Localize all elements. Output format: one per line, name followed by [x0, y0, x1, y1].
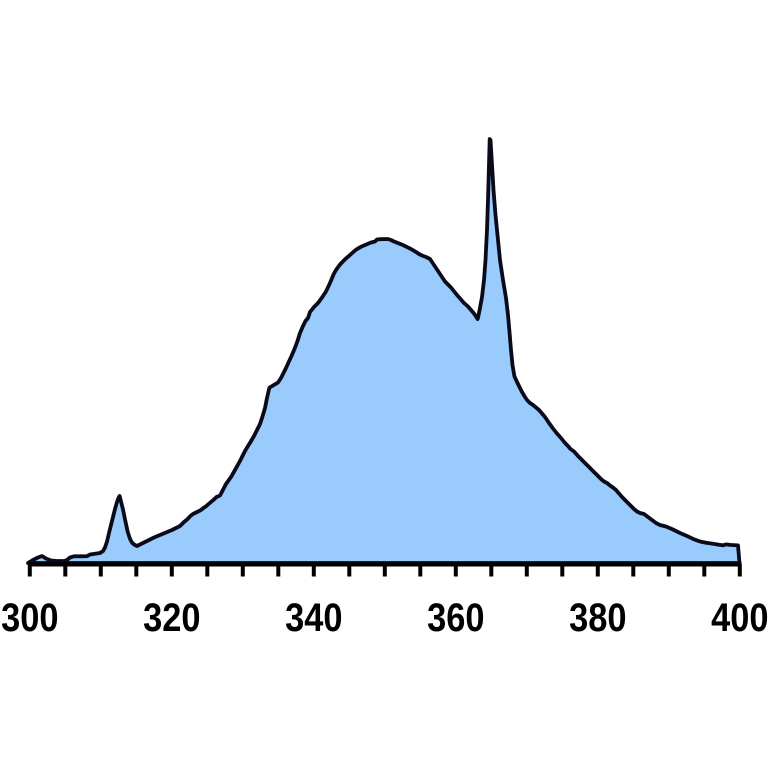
svg-text:340: 340: [285, 595, 342, 640]
svg-text:300: 300: [1, 595, 58, 640]
svg-text:320: 320: [143, 595, 200, 640]
svg-text:400: 400: [711, 595, 768, 640]
svg-text:380: 380: [569, 595, 626, 640]
svg-text:360: 360: [427, 595, 484, 640]
